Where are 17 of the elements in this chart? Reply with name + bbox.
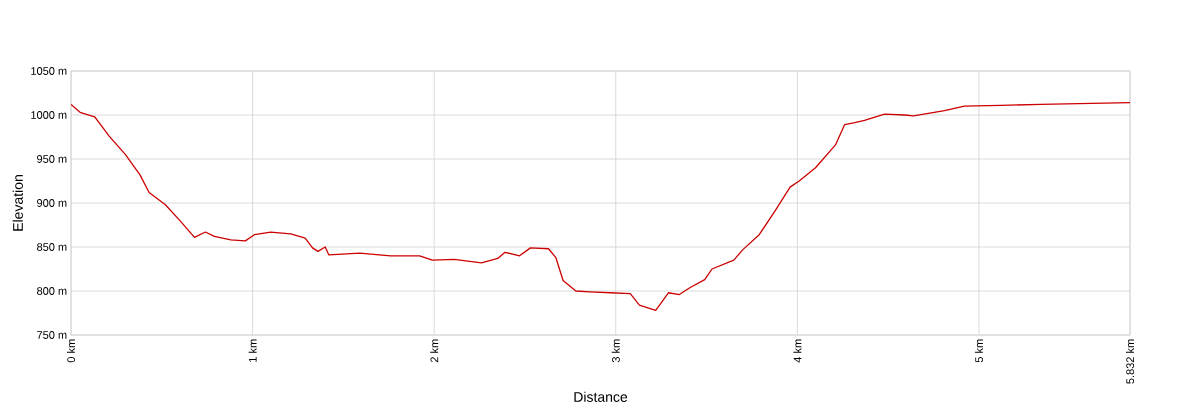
y-tick-label: 750 m — [37, 331, 67, 339]
y-tick-label: 800 m — [37, 287, 67, 295]
y-tick-label: 1050 m — [31, 67, 67, 75]
x-tick-label: 3 km — [611, 339, 620, 363]
line-series — [71, 102, 1131, 312]
y-tick-label: 850 m — [37, 243, 67, 251]
x-tick-label: 4 km — [793, 339, 802, 363]
x-tick-label: 0 km — [66, 339, 76, 363]
y-axis-title: Elevation — [12, 175, 23, 231]
x-axis-title: Distance — [574, 391, 628, 402]
x-tick-label: 5.832 km — [1125, 339, 1135, 384]
x-tick-label: 1 km — [248, 339, 257, 362]
y-tick-label: 1000 m — [31, 111, 67, 119]
x-tick-label: 2 km — [430, 339, 439, 363]
x-tick-label: 5 km — [974, 339, 983, 363]
y-tick-label: 950 m — [37, 155, 67, 163]
y-tick-label: 900 m — [37, 199, 67, 207]
